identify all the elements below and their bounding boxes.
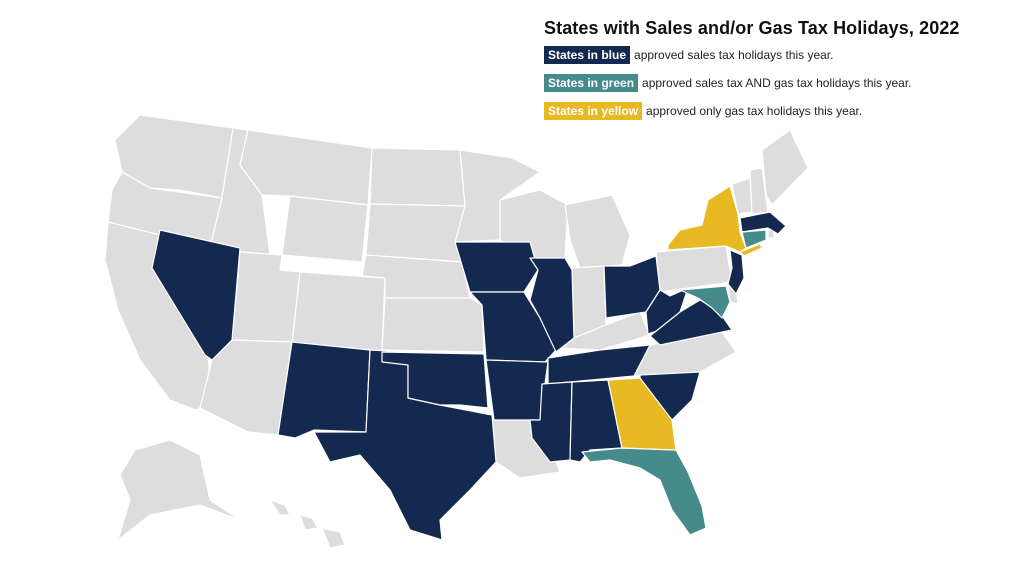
state-georgia [607, 377, 677, 451]
state-west-virginia [645, 287, 689, 335]
state-tennessee [547, 344, 651, 385]
state-pennsylvania [655, 245, 733, 293]
state-colorado [291, 271, 386, 353]
legend-text-green: approved sales tax AND gas tax holidays … [642, 76, 912, 90]
state-alaska [117, 439, 241, 541]
non-holiday-states [104, 114, 809, 549]
state-north-dakota [369, 147, 466, 207]
state-arkansas [485, 359, 549, 421]
state-michigan [564, 194, 631, 269]
legend-yellow: States in yellow approved only gas tax h… [544, 102, 862, 120]
state-maine [761, 129, 809, 206]
state-new-mexico [277, 341, 371, 439]
state-iowa [454, 241, 539, 293]
state-new-jersey [727, 249, 745, 295]
state-nevada [151, 229, 241, 361]
state-illinois [529, 257, 575, 353]
legend-green: States in green approved sales tax AND g… [544, 74, 912, 92]
state-new-york-long-island [739, 243, 763, 257]
gas-tax-holiday-states [607, 185, 763, 451]
state-new-york [667, 185, 747, 253]
state-wyoming [281, 195, 369, 263]
legend-text-yellow: approved only gas tax holidays this year… [646, 104, 863, 118]
legend-blue: States in blue approved sales tax holida… [544, 46, 833, 64]
state-south-dakota [365, 203, 466, 263]
legend-text-blue: approved sales tax holidays this year. [634, 48, 834, 62]
state-oklahoma [381, 351, 489, 409]
state-kansas [381, 297, 485, 353]
legend-chip-yellow: States in yellow [544, 102, 643, 120]
map-title: States with Sales and/or Gas Tax Holiday… [544, 18, 960, 38]
state-utah [231, 251, 301, 343]
state-hawaii [269, 499, 346, 549]
state-missouri [469, 291, 557, 363]
state-maryland [679, 285, 731, 319]
legend-chip-blue: States in blue [544, 46, 631, 64]
state-connecticut [741, 229, 767, 249]
state-florida [581, 447, 707, 536]
sales-tax-holiday-states [151, 211, 787, 541]
legend-chip-green: States in green [544, 74, 639, 92]
